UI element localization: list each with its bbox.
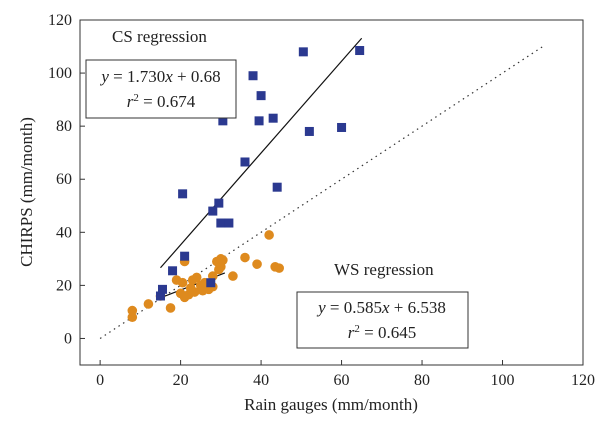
ws-data-point: [228, 271, 238, 281]
cs-data-point: [214, 198, 224, 208]
cs-data-point: [272, 182, 282, 192]
ws-data-point: [264, 230, 274, 240]
plot-frame: [79, 19, 584, 366]
y-tick-label: 40: [56, 224, 72, 241]
cs-data-point: [224, 218, 234, 228]
cs-data-point: [355, 46, 365, 56]
y-axis-label: CHIRPS (mm/month): [17, 117, 36, 267]
ws-data-point: [127, 312, 138, 323]
cs-data-point: [268, 113, 278, 123]
ws-regression-label: WS regression: [334, 260, 434, 279]
data-points: [127, 46, 365, 323]
ws-equation: y = 0.585x + 6.538: [316, 298, 446, 317]
ws-data-point: [143, 299, 154, 309]
axis-ticks: 0 20 40 60 80 100 120 0 20 40 60 80 100 120: [48, 12, 595, 389]
x-tick-label: 20: [173, 372, 189, 389]
x-tick-label: 100: [491, 372, 515, 389]
y-tick-label: 60: [56, 171, 72, 188]
x-axis-label: Rain gauges (mm/month): [244, 395, 418, 414]
x-tick-label: 120: [571, 372, 595, 389]
cs-r-squared: r2 = 0.674: [127, 92, 196, 111]
cs-data-point: [168, 266, 178, 276]
cs-data-point: [178, 189, 188, 199]
cs-data-point: [254, 116, 264, 126]
cs-data-point: [180, 251, 190, 261]
ws-data-point: [165, 303, 176, 313]
cs-equation: y = 1.730x + 0.68: [99, 67, 220, 86]
x-tick-label: 80: [414, 372, 430, 389]
cs-data-point: [218, 116, 228, 126]
x-tick-label: 0: [96, 372, 104, 389]
cs-data-point: [256, 91, 266, 101]
ws-data-point: [240, 252, 250, 263]
x-tick-label: 40: [253, 372, 269, 389]
ws-data-point: [274, 263, 284, 273]
cs-data-point: [298, 47, 308, 57]
y-tick-label: 20: [56, 277, 72, 294]
cs-data-point: [240, 157, 250, 167]
ws-data-point: [191, 272, 202, 283]
cs-data-point: [248, 71, 258, 81]
ws-data-point: [189, 287, 200, 297]
ws-equation-box: [296, 291, 469, 349]
ws-data-point: [127, 305, 138, 316]
cs-data-point: [155, 291, 165, 301]
cs-regression-line: [160, 37, 363, 269]
cs-data-point: [208, 206, 218, 216]
ws-data-point: [177, 277, 188, 288]
ws-r-squared: r2 = 0.645: [348, 323, 416, 342]
y-tick-label: 0: [64, 330, 72, 347]
y-tick-label: 80: [56, 118, 72, 135]
one-to-one-reference-line: [99, 46, 544, 339]
cs-regression-label: CS regression: [112, 27, 207, 46]
ws-data-point: [252, 259, 262, 269]
y-tick-label: 100: [48, 65, 72, 82]
cs-data-point: [206, 278, 216, 288]
ws-data-point: [218, 255, 228, 265]
cs-data-point: [337, 122, 347, 132]
cs-data-point: [157, 284, 167, 294]
cs-data-point: [216, 218, 226, 228]
x-tick-label: 60: [334, 372, 350, 389]
y-tick-label: 120: [48, 12, 72, 29]
cs-equation-box: [85, 59, 237, 119]
cs-data-point: [304, 126, 314, 136]
